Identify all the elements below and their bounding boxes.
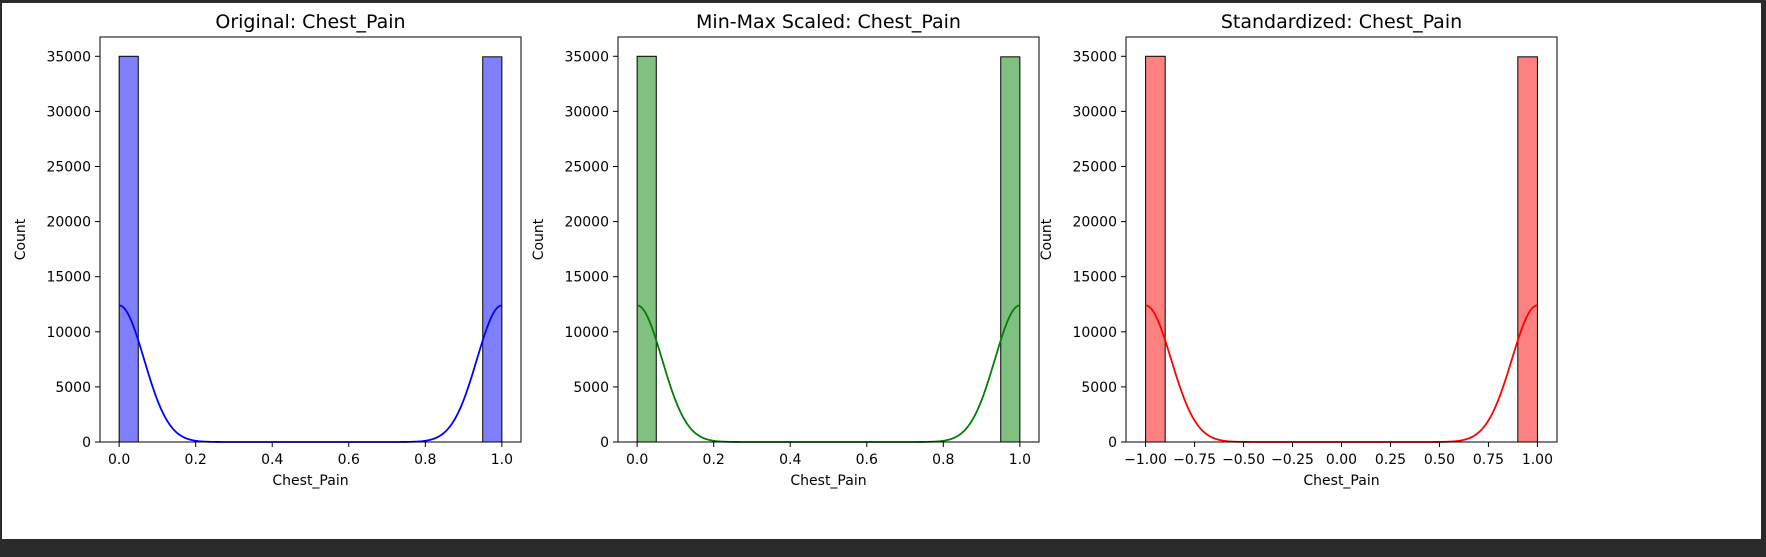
x-tick-label: 0.8: [414, 452, 436, 468]
kde-line: [636, 304, 1021, 443]
y-tick-label: 20000: [564, 215, 609, 231]
y-tick-label: 5000: [55, 380, 91, 396]
y-tick-label: 0: [600, 435, 609, 451]
axes-frame: [1125, 36, 1558, 443]
histogram-bar-0: [1145, 55, 1166, 443]
x-tick-label: 0.6: [338, 452, 360, 468]
histogram-bar-1: [482, 56, 503, 443]
y-tick-label: 0: [82, 435, 91, 451]
panel-standardized: Standardized: Chest_Pain Chest_Pain Coun…: [1039, 11, 1558, 489]
panel-title: Original: Chest_Pain: [215, 11, 405, 33]
y-tick-label: 20000: [1072, 215, 1117, 231]
panel-minmax-scaled: Min-Max Scaled: Chest_Pain Chest_Pain Co…: [531, 11, 1040, 489]
histogram-bar-1: [1000, 56, 1021, 443]
x-tick-label: 1.0: [491, 452, 513, 468]
y-tick-label: 25000: [1072, 159, 1117, 175]
y-tick-label: 30000: [46, 104, 91, 120]
y-tick-label: 15000: [46, 270, 91, 286]
y-tick-label: 15000: [1072, 270, 1117, 286]
x-tick-label: 0.4: [261, 452, 283, 468]
x-tick-label: 0.50: [1424, 452, 1455, 468]
x-tick-label: 0.0: [108, 452, 130, 468]
y-tick-label: 0: [1108, 435, 1117, 451]
x-tick-label: 0.0: [626, 452, 648, 468]
y-tick-label: 10000: [1072, 325, 1117, 341]
bottom-border-strip: [0, 539, 1766, 557]
x-tick-label: 0.00: [1326, 452, 1357, 468]
x-tick-label: 0.2: [185, 452, 207, 468]
y-tick-label: 20000: [46, 215, 91, 231]
x-tick-label: 0.6: [856, 452, 878, 468]
x-axis-title: Chest_Pain: [272, 473, 348, 489]
histogram-bar-1: [1517, 56, 1538, 443]
y-tick-label: 35000: [1072, 49, 1117, 65]
y-tick-label: 5000: [1081, 380, 1117, 396]
y-axis-title: Count: [1039, 218, 1055, 260]
kde-line: [1145, 304, 1538, 443]
y-tick-label: 5000: [573, 380, 609, 396]
x-tick-label: −1.00: [1124, 452, 1167, 468]
y-tick-label: 15000: [564, 270, 609, 286]
x-tick-label: 0.75: [1473, 452, 1504, 468]
kde-line: [118, 304, 503, 443]
axes-frame: [99, 36, 522, 443]
histogram-bar-0: [118, 55, 139, 443]
y-tick-label: 35000: [46, 49, 91, 65]
x-tick-label: 1.00: [1522, 452, 1553, 468]
y-axis-title: Count: [531, 218, 547, 260]
axes-frame: [617, 36, 1040, 443]
x-tick-label: −0.25: [1271, 452, 1314, 468]
x-tick-label: 0.25: [1375, 452, 1406, 468]
y-tick-label: 35000: [564, 49, 609, 65]
x-tick-label: 0.4: [779, 452, 801, 468]
y-tick-label: 30000: [1072, 104, 1117, 120]
x-tick-label: 0.2: [703, 452, 725, 468]
panel-original: Original: Chest_Pain Chest_Pain Count 0.…: [13, 11, 522, 489]
x-tick-label: −0.50: [1222, 452, 1265, 468]
x-tick-label: −0.75: [1173, 452, 1216, 468]
y-tick-label: 25000: [46, 159, 91, 175]
x-axis-title: Chest_Pain: [1303, 473, 1379, 489]
x-tick-label: 1.0: [1009, 452, 1031, 468]
panel-title: Standardized: Chest_Pain: [1221, 11, 1462, 33]
panel-title: Min-Max Scaled: Chest_Pain: [696, 11, 961, 33]
y-axis-title: Count: [13, 218, 29, 260]
histogram-bar-0: [636, 55, 657, 443]
x-tick-label: 0.8: [932, 452, 954, 468]
y-tick-label: 10000: [564, 325, 609, 341]
y-tick-label: 30000: [564, 104, 609, 120]
x-axis-title: Chest_Pain: [790, 473, 866, 489]
y-tick-label: 25000: [564, 159, 609, 175]
y-tick-label: 10000: [46, 325, 91, 341]
